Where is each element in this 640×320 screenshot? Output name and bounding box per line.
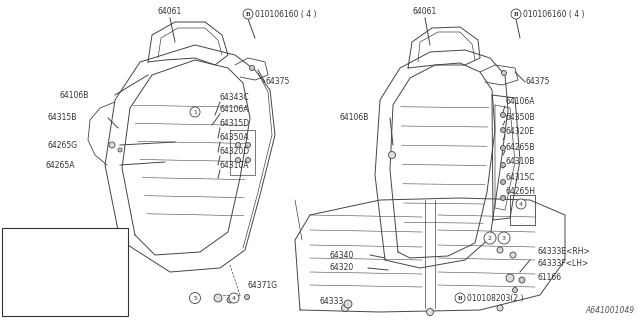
Circle shape	[342, 305, 349, 311]
Circle shape	[506, 274, 514, 282]
Circle shape	[513, 287, 518, 292]
Circle shape	[516, 199, 526, 209]
Circle shape	[6, 302, 17, 313]
Circle shape	[500, 196, 506, 201]
Text: 1: 1	[193, 109, 197, 115]
Circle shape	[500, 127, 506, 132]
Circle shape	[19, 303, 29, 312]
Text: 010106160 ( 4 ): 010106160 ( 4 )	[523, 10, 584, 19]
Circle shape	[6, 249, 17, 260]
Circle shape	[497, 247, 503, 253]
Circle shape	[502, 70, 506, 76]
Text: 64315C: 64315C	[505, 172, 534, 181]
Text: 3: 3	[502, 236, 506, 241]
Text: 64340: 64340	[330, 251, 355, 260]
Text: 64061: 64061	[413, 7, 437, 17]
Text: 64350A: 64350A	[220, 133, 250, 142]
Circle shape	[246, 157, 250, 163]
Circle shape	[6, 267, 17, 277]
Text: 4: 4	[519, 202, 523, 206]
Circle shape	[190, 107, 200, 117]
Text: B: B	[246, 12, 250, 17]
Circle shape	[500, 113, 506, 117]
Bar	[2, 228, 128, 316]
Text: 010106160 ( 4 ): 010106160 ( 4 )	[255, 10, 317, 19]
Text: 64371E <RH>: 64371E <RH>	[21, 252, 69, 257]
Text: 61166: 61166	[538, 274, 562, 283]
Text: 4: 4	[9, 287, 13, 292]
Circle shape	[6, 231, 17, 242]
Text: 64106B: 64106B	[340, 114, 369, 123]
Circle shape	[118, 148, 122, 152]
Text: B: B	[22, 287, 26, 292]
Circle shape	[510, 252, 516, 258]
Circle shape	[246, 142, 250, 148]
Text: 64265G: 64265G	[48, 140, 78, 149]
Circle shape	[511, 9, 521, 19]
Text: 64310B: 64310B	[505, 157, 534, 166]
Circle shape	[519, 277, 525, 283]
Circle shape	[109, 142, 115, 148]
Circle shape	[500, 146, 506, 150]
Text: B: B	[22, 305, 26, 310]
Text: 64061: 64061	[158, 7, 182, 17]
Circle shape	[455, 293, 465, 303]
Text: 64310A: 64310A	[220, 162, 250, 171]
Circle shape	[250, 66, 255, 70]
Text: 2: 2	[488, 236, 492, 241]
Text: 4: 4	[232, 295, 236, 300]
Circle shape	[497, 305, 503, 311]
Text: 64343C: 64343C	[220, 93, 250, 102]
Text: 64265B: 64265B	[505, 142, 534, 151]
Text: 64106A: 64106A	[220, 106, 250, 115]
Circle shape	[500, 180, 506, 185]
Circle shape	[236, 157, 241, 163]
Text: 64350B: 64350B	[505, 113, 534, 122]
Circle shape	[500, 163, 506, 167]
Circle shape	[229, 293, 239, 303]
Text: 3: 3	[9, 269, 13, 275]
Text: 64320: 64320	[330, 263, 355, 273]
Text: 5: 5	[193, 295, 197, 300]
Circle shape	[236, 142, 241, 148]
Circle shape	[19, 285, 29, 294]
Circle shape	[244, 294, 250, 300]
Text: 5: 5	[9, 305, 13, 310]
Text: 64375: 64375	[525, 77, 549, 86]
Text: 64375: 64375	[265, 77, 289, 86]
Text: 64106A: 64106A	[505, 98, 534, 107]
Text: B: B	[514, 12, 518, 17]
Text: 64315D: 64315D	[220, 119, 250, 129]
Text: 010108203(2 ): 010108203(2 )	[467, 293, 524, 302]
Text: 64106B: 64106B	[60, 91, 90, 100]
Circle shape	[426, 308, 433, 316]
Circle shape	[6, 284, 17, 295]
Circle shape	[498, 232, 510, 244]
Text: 010108250(6 ): 010108250(6 )	[30, 286, 79, 293]
Text: 64265H: 64265H	[505, 188, 535, 196]
Text: 010408160(2 ): 010408160(2 )	[30, 304, 79, 310]
Text: 64333: 64333	[320, 298, 344, 307]
Text: 64315B: 64315B	[48, 114, 77, 123]
Circle shape	[344, 300, 352, 308]
Text: 64333E<RH>: 64333E<RH>	[538, 247, 591, 257]
Text: 64320D: 64320D	[220, 148, 250, 156]
Text: 64320E: 64320E	[505, 127, 534, 137]
Text: 64265A: 64265A	[45, 161, 74, 170]
Circle shape	[189, 292, 200, 303]
Text: 1: 1	[9, 234, 13, 239]
Text: 64333F<LH>: 64333F<LH>	[538, 260, 589, 268]
Circle shape	[388, 151, 396, 158]
Text: B: B	[458, 295, 462, 300]
Circle shape	[214, 294, 222, 302]
Text: 64371G: 64371G	[248, 281, 278, 290]
Text: 64371F <LH>: 64371F <LH>	[21, 269, 68, 275]
Text: A641001049: A641001049	[586, 306, 635, 315]
Circle shape	[227, 297, 233, 303]
Circle shape	[243, 9, 253, 19]
Circle shape	[484, 232, 496, 244]
Text: 2: 2	[9, 252, 13, 257]
Text: 64343E: 64343E	[21, 234, 46, 240]
